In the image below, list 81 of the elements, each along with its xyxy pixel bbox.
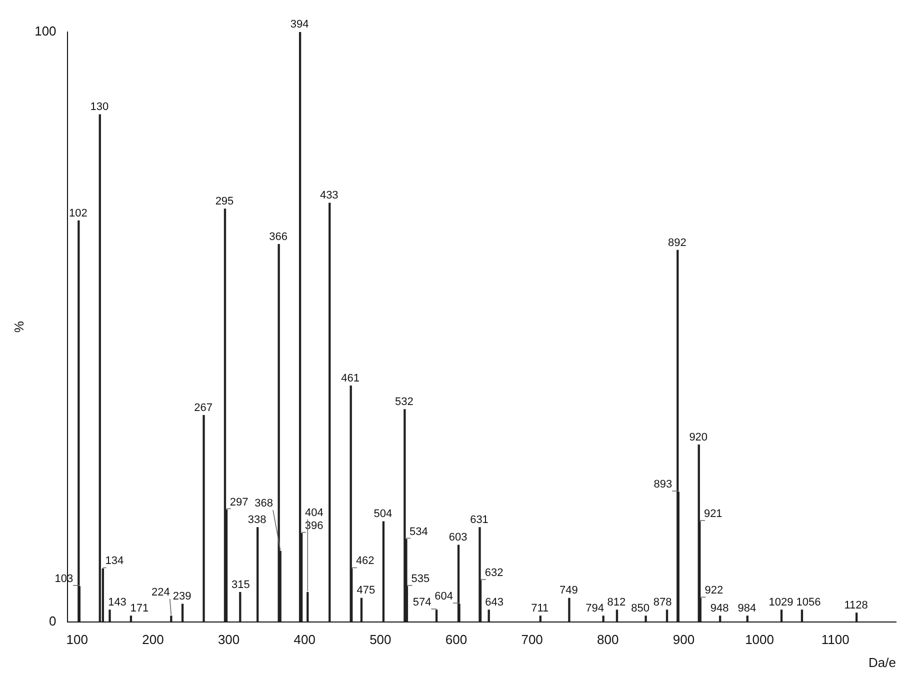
bar xyxy=(568,598,570,622)
annotation: 338 xyxy=(248,514,266,526)
annotation: 812 xyxy=(607,596,626,609)
x-tick-label: 200 xyxy=(142,632,164,648)
annotation: 535 xyxy=(411,572,430,585)
annotation: 475 xyxy=(356,584,376,597)
annotation: 532 xyxy=(395,396,414,408)
annotation: 603 xyxy=(448,532,468,544)
annotation: 461 xyxy=(341,372,360,384)
annotation: 878 xyxy=(653,596,672,609)
x-tick-label: 800 xyxy=(597,632,619,648)
bar xyxy=(780,610,783,622)
annotation: 749 xyxy=(560,584,578,597)
bar xyxy=(404,409,406,622)
annotation: 1056 xyxy=(796,596,821,609)
x-tick-label: 100 xyxy=(66,632,88,648)
annotation: 394 xyxy=(290,18,309,31)
annotation: 368 xyxy=(254,498,274,510)
annotation: 892 xyxy=(668,236,686,249)
bar xyxy=(616,610,618,622)
annotation: 948 xyxy=(710,602,729,614)
annotation: 1128 xyxy=(844,599,868,612)
bar xyxy=(306,592,309,622)
x-tick-label: 1000 xyxy=(745,632,774,648)
bar xyxy=(181,604,184,622)
annotation: 504 xyxy=(374,508,392,520)
annotation: 315 xyxy=(231,578,250,591)
annotation: 711 xyxy=(531,602,549,614)
x-tick-label: 500 xyxy=(370,632,392,648)
x-tick-label: 1100 xyxy=(821,632,850,648)
bar xyxy=(360,598,363,622)
annotation: 297 xyxy=(230,496,248,508)
annotation: 462 xyxy=(356,555,374,568)
y-axis-title: % xyxy=(11,320,26,333)
x-tick-label: 900 xyxy=(672,632,695,648)
x-tick-label: 300 xyxy=(218,632,240,648)
annotation: 604 xyxy=(434,590,453,603)
annotation: 631 xyxy=(470,514,488,526)
bar xyxy=(488,610,490,622)
annotation: 130 xyxy=(90,101,109,114)
annotation: 794 xyxy=(586,602,604,614)
bar xyxy=(644,616,647,622)
annotation: 632 xyxy=(484,567,504,580)
annotation: 102 xyxy=(68,207,88,220)
bar xyxy=(800,610,804,622)
annotation: 433 xyxy=(320,190,338,202)
bar xyxy=(855,612,858,622)
annotation: 534 xyxy=(410,526,428,538)
bar xyxy=(108,610,111,622)
annotation: 267 xyxy=(194,402,212,414)
annotation: 850 xyxy=(631,602,650,614)
annotation: 922 xyxy=(704,584,724,597)
annotation: 921 xyxy=(704,508,722,520)
x-tick-label: 600 xyxy=(445,632,468,648)
y-tick-label: 0 xyxy=(49,613,56,628)
bar xyxy=(98,114,101,622)
annotation: 893 xyxy=(654,478,672,491)
x-tick-label: 700 xyxy=(521,632,543,648)
annotation: 643 xyxy=(485,596,504,609)
bar xyxy=(435,610,438,622)
bar xyxy=(239,592,242,622)
bar xyxy=(328,202,331,622)
bar xyxy=(382,521,385,622)
annotation: 574 xyxy=(412,596,432,609)
bar xyxy=(202,415,205,622)
annotation: 366 xyxy=(269,230,288,243)
annotation: 984 xyxy=(738,602,756,614)
annotation: 404 xyxy=(304,506,324,519)
annotation: 224 xyxy=(151,586,170,598)
x-axis-title: Da/e xyxy=(868,654,896,670)
bar xyxy=(256,527,259,622)
annotation: 295 xyxy=(215,195,234,208)
annotation: 920 xyxy=(689,431,708,444)
annotation: 1029 xyxy=(768,596,794,609)
annotation: 239 xyxy=(172,590,192,603)
bar xyxy=(278,244,280,622)
annotation: 171 xyxy=(130,602,149,614)
x-tick-label: 400 xyxy=(294,632,316,648)
bar xyxy=(666,610,668,622)
annotation: 143 xyxy=(108,596,126,609)
annotation: 134 xyxy=(105,555,124,568)
